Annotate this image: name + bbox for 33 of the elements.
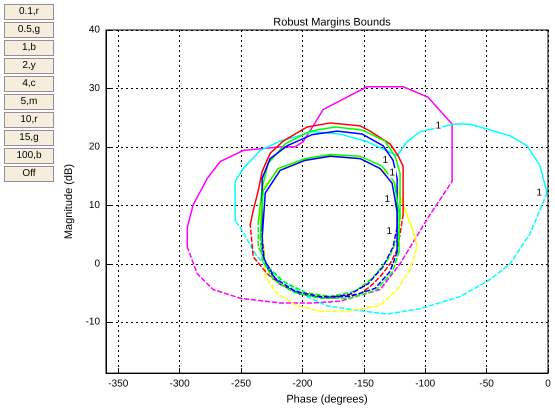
x-tick-label: -300: [170, 378, 190, 390]
annotation: 1: [384, 194, 390, 206]
annotation: 1: [386, 226, 393, 238]
annotation: 1: [436, 120, 442, 132]
text: 15,g: [4, 130, 54, 146]
annotation: 1: [382, 154, 388, 166]
x-axis-title: Phase (degrees): [286, 394, 368, 406]
x-tick-label: -250: [231, 378, 252, 390]
x-tick-label: -350: [108, 378, 129, 390]
y-tick-label: 10: [88, 200, 100, 211]
y-tick-label: 40: [88, 24, 100, 36]
x-tick-label: -150: [354, 378, 374, 390]
chart-title: Robust Margins Bounds: [273, 16, 392, 28]
x-tick-label: -200: [292, 378, 313, 390]
text: Off: [4, 166, 54, 182]
y-tick-label: 0: [94, 258, 100, 270]
x-tick-label: -50: [479, 378, 494, 390]
text: 100,b: [4, 148, 54, 164]
y-axis-title: Magnitude (dB): [63, 164, 76, 240]
x-tick-label: -100: [415, 378, 436, 390]
annotation: 1: [389, 168, 396, 179]
text: 5,m: [4, 94, 54, 110]
annotation: 1: [536, 188, 542, 199]
text: 10,r: [4, 112, 54, 128]
y-tick-label: -10: [86, 316, 100, 328]
text: 1,b: [4, 40, 54, 56]
text: 2,y: [4, 58, 54, 74]
y-tick-label: 20: [88, 141, 100, 152]
text: 0.1,r: [4, 4, 54, 20]
text: 0.5,g: [4, 22, 54, 38]
y-tick-label: 30: [88, 82, 100, 94]
x-tick-label: 0: [545, 378, 552, 390]
text: 4,c: [4, 76, 54, 92]
